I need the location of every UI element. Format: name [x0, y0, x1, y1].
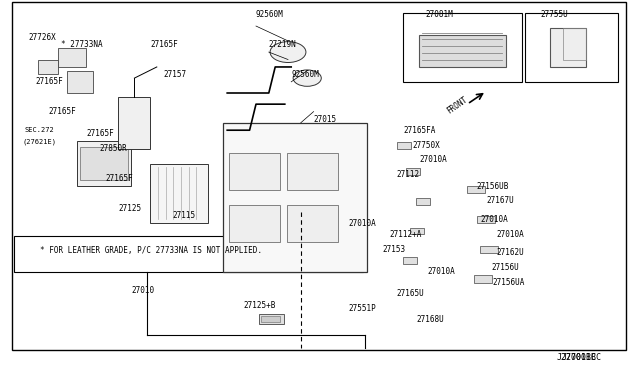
Text: 27726X: 27726X — [29, 33, 56, 42]
Text: 27010: 27010 — [131, 286, 154, 295]
Bar — [525, 13, 618, 82]
Text: 92560M: 92560M — [291, 70, 319, 79]
Bar — [259, 314, 284, 324]
Circle shape — [293, 70, 321, 86]
Text: 27010A: 27010A — [496, 230, 524, 239]
Text: 27157: 27157 — [163, 70, 186, 79]
Bar — [403, 257, 417, 264]
Bar — [223, 123, 367, 272]
Bar — [150, 164, 208, 223]
Circle shape — [270, 42, 306, 62]
Bar — [563, 28, 586, 60]
Bar — [14, 236, 363, 272]
Text: J27001BC: J27001BC — [557, 353, 596, 362]
Text: 27168U: 27168U — [416, 315, 444, 324]
Text: 27219N: 27219N — [269, 40, 296, 49]
Text: 27165F: 27165F — [150, 40, 178, 49]
Text: 27165F: 27165F — [35, 77, 63, 86]
Bar — [80, 147, 128, 180]
Text: * FOR LEATHER GRADE, P/C 27733NA IS NOT APPLIED.: * FOR LEATHER GRADE, P/C 27733NA IS NOT … — [40, 246, 262, 254]
Text: 27153: 27153 — [383, 245, 406, 254]
Bar — [474, 275, 492, 283]
Text: 27750X: 27750X — [413, 141, 440, 150]
Text: 27755U: 27755U — [541, 10, 568, 19]
Text: SEC.272: SEC.272 — [24, 127, 54, 133]
Bar — [406, 168, 420, 175]
Text: 27125: 27125 — [118, 204, 141, 213]
Text: 27165F: 27165F — [48, 107, 76, 116]
Text: * 27733NA: * 27733NA — [61, 40, 102, 49]
Text: 27010A: 27010A — [428, 267, 455, 276]
Text: 27165F: 27165F — [106, 174, 133, 183]
Text: (27621E): (27621E) — [22, 138, 56, 145]
Bar — [477, 216, 495, 223]
Text: 92560M: 92560M — [256, 10, 284, 19]
Bar — [480, 246, 498, 253]
Text: 27125+B: 27125+B — [243, 301, 276, 310]
Text: 27165FA: 27165FA — [403, 126, 436, 135]
Text: 27167U: 27167U — [486, 196, 514, 205]
Bar — [77, 141, 131, 186]
Text: FRONT: FRONT — [445, 94, 470, 115]
Text: 27165F: 27165F — [86, 129, 114, 138]
Text: 27850R: 27850R — [99, 144, 127, 153]
Text: J27001BC: J27001BC — [562, 353, 602, 362]
Text: 27010A: 27010A — [480, 215, 508, 224]
Bar — [467, 186, 485, 193]
Bar — [403, 13, 522, 82]
Bar — [419, 35, 506, 67]
Bar — [397, 142, 411, 149]
Bar — [229, 205, 280, 242]
Bar — [550, 28, 586, 67]
Text: 27081M: 27081M — [426, 10, 453, 19]
Text: 27112+A: 27112+A — [389, 230, 422, 239]
Bar — [38, 60, 58, 74]
Text: 27010A: 27010A — [349, 219, 376, 228]
Bar — [410, 228, 424, 234]
Text: 27156UB: 27156UB — [477, 182, 509, 190]
Text: 27015: 27015 — [314, 115, 337, 124]
Bar — [229, 153, 280, 190]
Text: 27156U: 27156U — [492, 263, 519, 272]
Bar — [287, 205, 338, 242]
Text: 27156UA: 27156UA — [493, 278, 525, 287]
Bar — [287, 153, 338, 190]
Text: 27165U: 27165U — [397, 289, 424, 298]
Bar — [261, 316, 280, 322]
Bar — [67, 71, 93, 93]
Text: 27115: 27115 — [173, 211, 196, 220]
Bar — [58, 48, 86, 67]
Text: 27162U: 27162U — [496, 248, 524, 257]
Text: 27112: 27112 — [397, 170, 420, 179]
Bar — [118, 97, 150, 149]
Text: 27551P: 27551P — [349, 304, 376, 313]
Bar — [416, 198, 430, 205]
Text: 27010A: 27010A — [419, 155, 447, 164]
